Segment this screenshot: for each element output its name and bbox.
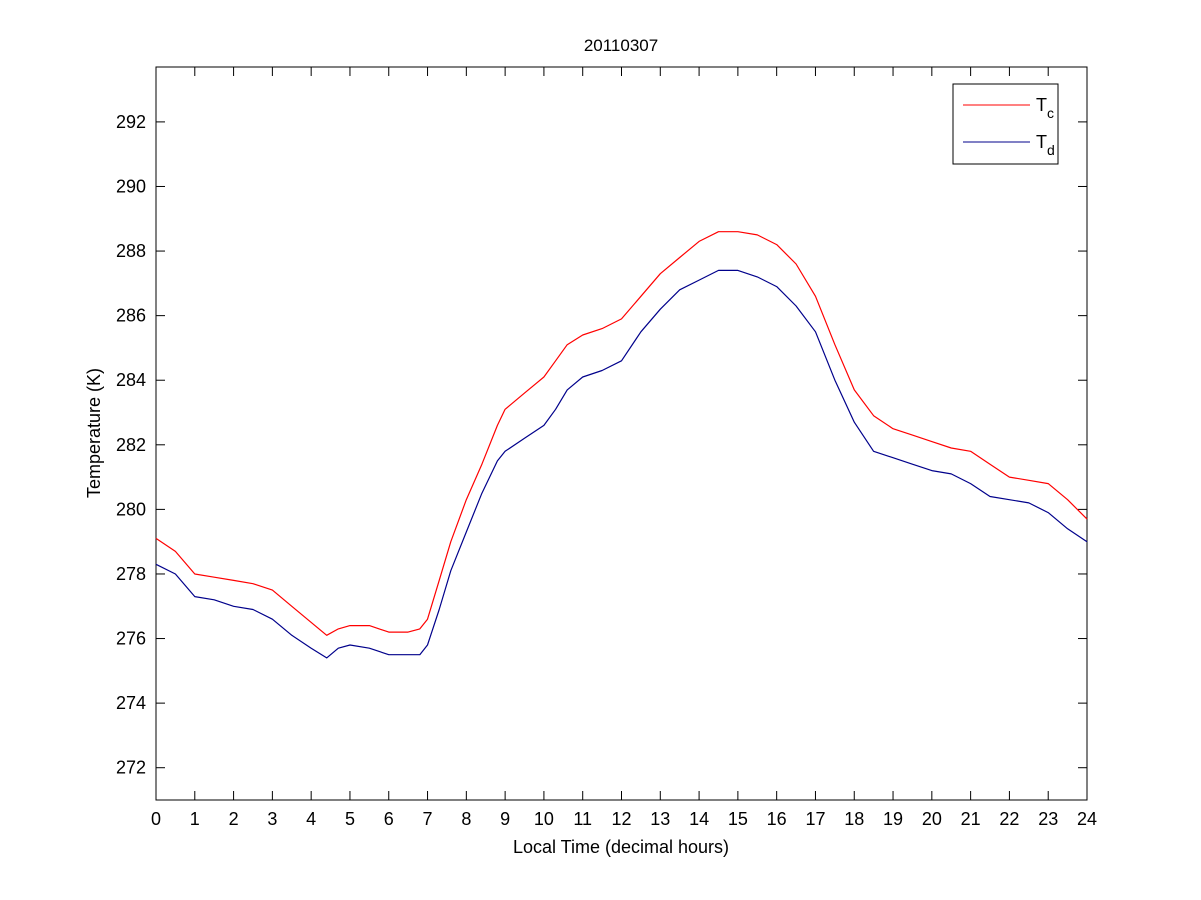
y-tick-label: 278	[116, 564, 146, 584]
series-layer	[155, 231, 1088, 659]
legend-box	[952, 83, 1059, 165]
x-tick-label: 8	[461, 809, 471, 829]
y-tick-label: 276	[116, 629, 146, 649]
x-tick-label: 16	[767, 809, 787, 829]
x-tick-label: 15	[728, 809, 748, 829]
x-axis-label: Local Time (decimal hours)	[513, 837, 729, 857]
x-tick-label: 10	[534, 809, 554, 829]
legend-label-td-main: T	[1036, 132, 1047, 152]
x-tick-label: 6	[384, 809, 394, 829]
y-tick-label: 288	[116, 241, 146, 261]
y-tick-label: 280	[116, 499, 146, 519]
x-tick-label: 13	[650, 809, 670, 829]
chart-title: 20110307	[584, 36, 658, 55]
x-tick-label: 18	[844, 809, 864, 829]
x-tick-label: 22	[999, 809, 1019, 829]
x-tick-label: 9	[500, 809, 510, 829]
x-tick-label: 19	[883, 809, 903, 829]
x-tick-label: 12	[611, 809, 631, 829]
legend-label-tc-main: T	[1036, 95, 1047, 115]
x-tick-label: 11	[573, 809, 592, 829]
legend-label-tc: Tc	[1036, 95, 1054, 121]
x-tick-label: 21	[961, 809, 981, 829]
x-tick-label: 2	[229, 809, 239, 829]
y-tick-label: 274	[116, 693, 146, 713]
x-tick-label: 24	[1077, 809, 1097, 829]
x-axis-ticks: 0 1 2 3 4 5 6 7 8 9 10 11 12 13 14 15 16 17 18 19 20 21 22 23 24	[151, 67, 1097, 829]
y-tick-label: 286	[116, 306, 146, 326]
legend-label-td-sub: d	[1047, 142, 1055, 158]
y-tick-label: 284	[116, 370, 146, 390]
legend-label-td: Td	[1036, 132, 1055, 158]
x-tick-label: 14	[689, 809, 709, 829]
y-tick-label: 290	[116, 176, 146, 196]
x-tick-label: 23	[1038, 809, 1058, 829]
y-tick-label: 292	[116, 112, 146, 132]
x-tick-label: 17	[805, 809, 825, 829]
legend-label-tc-sub: c	[1047, 105, 1054, 121]
x-tick-label: 3	[267, 809, 277, 829]
series-line-td	[155, 269, 1088, 659]
x-tick-label: 0	[151, 809, 161, 829]
x-tick-label: 4	[306, 809, 316, 829]
x-tick-label: 7	[423, 809, 433, 829]
y-axis-ticks: 272 274 276 278 280 282 284 286 288 290 292	[116, 112, 1087, 778]
x-tick-label: 20	[922, 809, 942, 829]
x-tick-label: 5	[345, 809, 355, 829]
series-line-tc	[155, 231, 1088, 636]
plot-area	[155, 66, 1088, 801]
legend: Tc Td	[952, 83, 1059, 165]
y-tick-label: 272	[116, 758, 146, 778]
y-axis-label: Temperature (K)	[84, 368, 104, 498]
x-tick-label: 1	[190, 809, 200, 829]
y-tick-label: 282	[116, 435, 146, 455]
